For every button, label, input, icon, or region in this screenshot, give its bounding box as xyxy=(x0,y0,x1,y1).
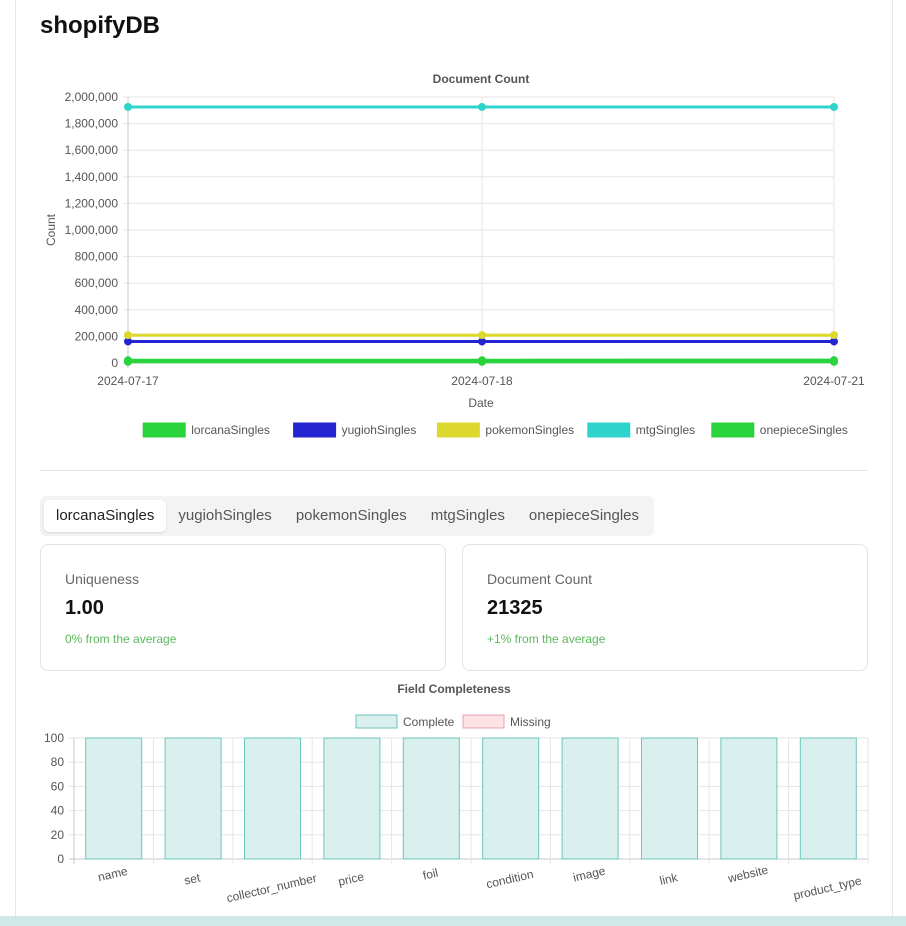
bar-complete-price xyxy=(323,737,381,860)
x-tick-label: 2024-07-18 xyxy=(451,374,513,388)
legend-swatch-complete xyxy=(355,714,398,729)
legend-label-yugiohSingles: yugiohSingles xyxy=(342,423,417,437)
legend-label-lorcanaSingles: lorcanaSingles xyxy=(191,423,270,437)
legend-swatch-onepieceSingles xyxy=(711,422,755,438)
y-tick-label: 1,800,000 xyxy=(65,117,119,131)
x-tick-label: image xyxy=(572,864,607,885)
chart-title: Document Count xyxy=(433,72,530,86)
tab-onepiecesingles[interactable]: onepieceSingles xyxy=(528,507,640,524)
legend-label-onepieceSingles: onepieceSingles xyxy=(760,423,848,437)
x-tick-label: foil xyxy=(421,866,439,883)
document-count-chart: 0 200,000 400,000 600,000 800,000 1,000,000 1,… xyxy=(44,72,865,438)
legend-label-complete: Complete xyxy=(403,715,455,729)
x-tick-label: 2024-07-17 xyxy=(97,374,159,388)
stat-label: Document Count xyxy=(487,571,593,587)
x-tick-label: collector_number xyxy=(225,871,318,905)
x-tick-label: set xyxy=(183,870,202,887)
y-tick-label: 80 xyxy=(51,755,65,769)
y-tick-label: 60 xyxy=(51,779,65,793)
x-tick-label: product_type xyxy=(792,873,863,902)
legend-label-pokemonSingles: pokemonSingles xyxy=(485,423,574,437)
legend-swatch-pokemonSingles xyxy=(436,422,480,438)
y-tick-label: 1,400,000 xyxy=(65,170,119,184)
x-tick-label: name xyxy=(97,864,130,884)
legend-label-mtgSingles: mtgSingles xyxy=(636,423,695,437)
y-tick-label: 0 xyxy=(57,852,64,866)
divider xyxy=(40,470,868,471)
bar-complete-foil xyxy=(402,737,460,860)
x-tick-label: 2024-07-21 xyxy=(803,374,865,388)
stat-change: +1% from the average xyxy=(487,632,606,646)
stat-change: 0% from the average xyxy=(65,632,177,646)
y-tick-label: 200,000 xyxy=(75,329,119,343)
bar-complete-set xyxy=(164,737,222,860)
data-point-pokemonSingles xyxy=(478,331,486,340)
stat-value: 21325 xyxy=(487,597,543,619)
data-point-pokemonSingles xyxy=(124,331,132,340)
bar-complete-collector_number xyxy=(244,737,301,860)
data-point-mtgSingles xyxy=(830,102,838,111)
x-tick-label: price xyxy=(337,869,366,889)
y-tick-label: 40 xyxy=(51,804,65,818)
tab-lorcanasingles[interactable]: lorcanaSingles xyxy=(44,500,167,532)
legend-swatch-missing xyxy=(462,714,505,729)
legend-swatch-lorcanaSingles xyxy=(142,422,186,438)
legend-label-missing: Missing xyxy=(510,715,551,729)
y-tick-label: 800,000 xyxy=(75,250,119,264)
data-point-pokemonSingles xyxy=(830,331,838,340)
y-tick-label: 100 xyxy=(44,731,64,745)
y-tick-label: 400,000 xyxy=(75,303,119,317)
data-point-onepieceSingles xyxy=(124,357,132,366)
y-tick-label: 1,600,000 xyxy=(65,143,119,157)
tab-pokemonsingles[interactable]: pokemonSingles xyxy=(295,507,407,524)
y-tick-label: 20 xyxy=(51,828,65,842)
document-count-card: Document Count 21325 +1% from the averag… xyxy=(462,544,868,671)
x-tick-label: link xyxy=(658,870,680,888)
bar-complete-name xyxy=(85,737,143,860)
stat-label: Uniqueness xyxy=(65,571,139,587)
x-tick-label: condition xyxy=(485,867,535,891)
bar-complete-image xyxy=(561,737,619,860)
chart-title: Field Completeness xyxy=(397,682,511,696)
tab-mtgsingles[interactable]: mtgSingles xyxy=(430,507,505,524)
legend-swatch-yugiohSingles xyxy=(293,422,337,438)
y-tick-label: 0 xyxy=(111,356,118,370)
y-tick-label: 1,200,000 xyxy=(65,196,119,210)
bottom-strip xyxy=(0,916,906,926)
x-tick-label: website xyxy=(726,863,770,886)
legend-swatch-mtgSingles xyxy=(587,422,631,438)
data-point-onepieceSingles xyxy=(830,357,838,366)
data-point-mtgSingles xyxy=(124,102,132,111)
y-tick-label: 2,000,000 xyxy=(65,90,119,104)
data-point-onepieceSingles xyxy=(478,357,486,366)
page-title: shopifyDB xyxy=(40,12,160,39)
field-completeness-chart: Field Completeness Complete Missing 0 20 40 60… xyxy=(44,682,869,905)
y-tick-label: 1,000,000 xyxy=(65,223,119,237)
y-axis-label: Count xyxy=(44,213,58,246)
y-tick-label: 600,000 xyxy=(75,276,119,290)
stat-value: 1.00 xyxy=(65,597,104,619)
uniqueness-card: Uniqueness 1.00 0% from the average xyxy=(40,544,446,671)
x-axis-label: Date xyxy=(468,396,494,410)
tab-yugiohsingles[interactable]: yugiohSingles xyxy=(178,507,272,524)
data-point-mtgSingles xyxy=(478,102,486,111)
bar-complete-website xyxy=(720,737,778,860)
bar-complete-product_type xyxy=(799,737,857,860)
bar-complete-condition xyxy=(482,737,540,860)
collection-tabs: lorcanaSingles yugiohSingles pokemonSing… xyxy=(40,496,654,536)
bar-complete-link xyxy=(641,737,698,860)
